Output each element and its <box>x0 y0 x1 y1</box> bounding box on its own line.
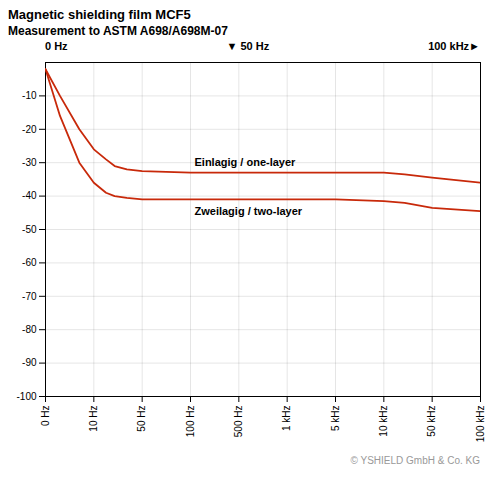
svg-text:-90: -90 <box>22 357 37 368</box>
html-text:0 Hz: 0 Hz <box>45 40 68 52</box>
svg-text:-60: -60 <box>22 257 37 268</box>
svg-text:-100: -100 <box>16 391 36 402</box>
html-text:© YSHIELD GmbH & Co. KG: © YSHIELD GmbH & Co. KG <box>350 455 480 466</box>
svg-text:-80: -80 <box>22 324 37 335</box>
html-text:Measurement to ASTM A698/A698M: Measurement to ASTM A698/A698M-07 <box>8 24 228 38</box>
svg-text:5 kHz: 5 kHz <box>330 406 341 432</box>
svg-text:100 Hz: 100 Hz <box>185 406 196 438</box>
html-text:▼ 50 Hz: ▼ 50 Hz <box>226 40 270 52</box>
svg-text:10 kHz: 10 kHz <box>378 406 389 437</box>
svg-text:-10: -10 <box>22 90 37 101</box>
svg-text:50 Hz: 50 Hz <box>136 406 147 432</box>
svg-text:500 Hz: 500 Hz <box>233 406 244 438</box>
html-text:100 kHz►: 100 kHz► <box>428 40 480 52</box>
svg-text:-50: -50 <box>22 224 37 235</box>
svg-text:0 Hz: 0 Hz <box>40 406 51 427</box>
html-text:Magnetic shielding film MCF5: Magnetic shielding film MCF5 <box>8 7 191 22</box>
svg-text:100 kHz: 100 kHz <box>475 406 486 443</box>
svg-text:50 kHz: 50 kHz <box>426 406 437 437</box>
svg-text:-40: -40 <box>22 190 37 201</box>
svg-text:-20: -20 <box>22 124 37 135</box>
svg-text:-30: -30 <box>22 157 37 168</box>
svg-text:10 Hz: 10 Hz <box>88 406 99 432</box>
svg-text:Zweilagig / two-layer: Zweilagig / two-layer <box>195 205 303 217</box>
svg-text:-70: -70 <box>22 291 37 302</box>
svg-text:1 kHz: 1 kHz <box>281 406 292 432</box>
svg-text:Einlagig / one-layer: Einlagig / one-layer <box>195 156 297 168</box>
